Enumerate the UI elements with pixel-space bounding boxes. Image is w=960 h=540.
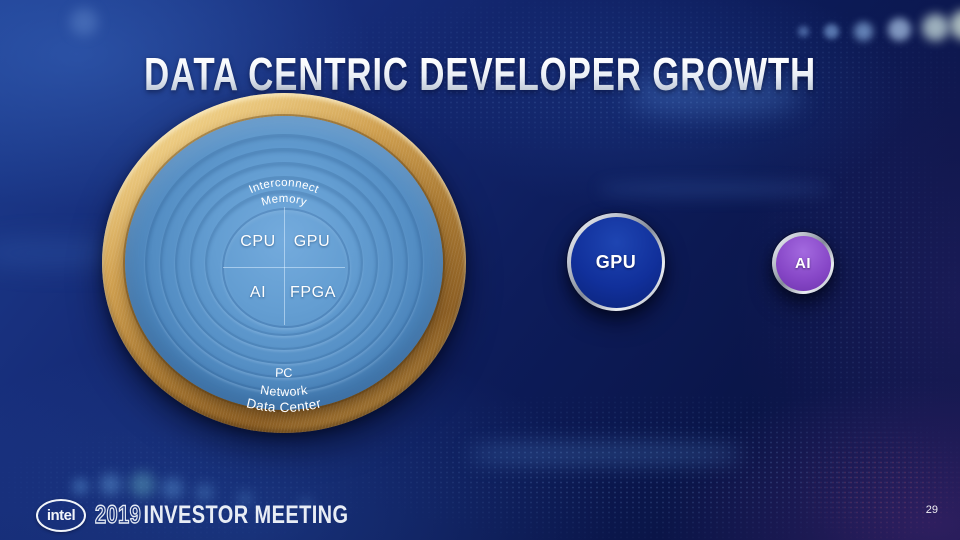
slide-title: DATA CENTRIC DEVELOPER GROWTH — [115, 48, 845, 100]
bokeh-dot — [798, 26, 809, 37]
light-streak — [470, 443, 740, 465]
bokeh-dot — [950, 10, 960, 40]
page-number: 29 — [925, 504, 938, 516]
footer-year: 2019 — [94, 500, 142, 529]
circuit-pattern-bottom — [360, 395, 960, 540]
quadrant-divider-vertical — [284, 207, 285, 325]
ring-groove — [160, 148, 408, 378]
gpu-circle-label: GPU — [595, 251, 637, 272]
circuit-pattern-red — [800, 430, 960, 540]
bokeh-dot — [70, 8, 98, 36]
intel-logo-text: intel — [46, 507, 76, 524]
bokeh-dot — [162, 478, 183, 499]
footer-event: 2019 INVESTOR MEETING — [94, 500, 349, 530]
quadrant-label-fpga: FPGA — [290, 284, 336, 301]
light-streak — [630, 75, 800, 115]
ring-groove — [145, 134, 423, 392]
ring-groove — [205, 190, 363, 336]
bokeh-dot — [300, 498, 312, 510]
quadrant-label-gpu: GPU — [293, 233, 331, 250]
quadrant-circle — [222, 208, 350, 328]
gpu-circle: GPU — [567, 213, 665, 311]
footer-event-name: INVESTOR MEETING — [143, 501, 349, 529]
ai-circle: AI — [772, 232, 834, 294]
ai-circle-fill: AI — [775, 235, 831, 291]
bokeh-dot — [922, 14, 949, 41]
bokeh-dot — [854, 22, 873, 41]
quadrant-label-cpu: CPU — [240, 233, 276, 250]
bokeh-dot — [196, 484, 213, 501]
bokeh-dot — [100, 474, 121, 495]
ring-groove — [190, 176, 378, 350]
bokeh-dot — [888, 18, 911, 41]
ring-groove — [175, 162, 393, 364]
ai-circle-label: AI — [795, 254, 811, 272]
bokeh-dot — [238, 492, 252, 506]
circuit-pattern-top — [280, 0, 960, 150]
bokeh-dot — [824, 24, 839, 39]
intel-logo: intel — [36, 499, 86, 532]
quadrant-label-ai: AI — [249, 284, 267, 301]
bokeh-dot — [130, 472, 155, 497]
quadrant-divider-horizontal — [223, 267, 345, 268]
light-streak — [600, 182, 830, 196]
bokeh-dot — [72, 478, 89, 495]
gpu-circle-fill: GPU — [570, 216, 662, 308]
footer: intel 2019 INVESTOR MEETING — [36, 499, 412, 532]
